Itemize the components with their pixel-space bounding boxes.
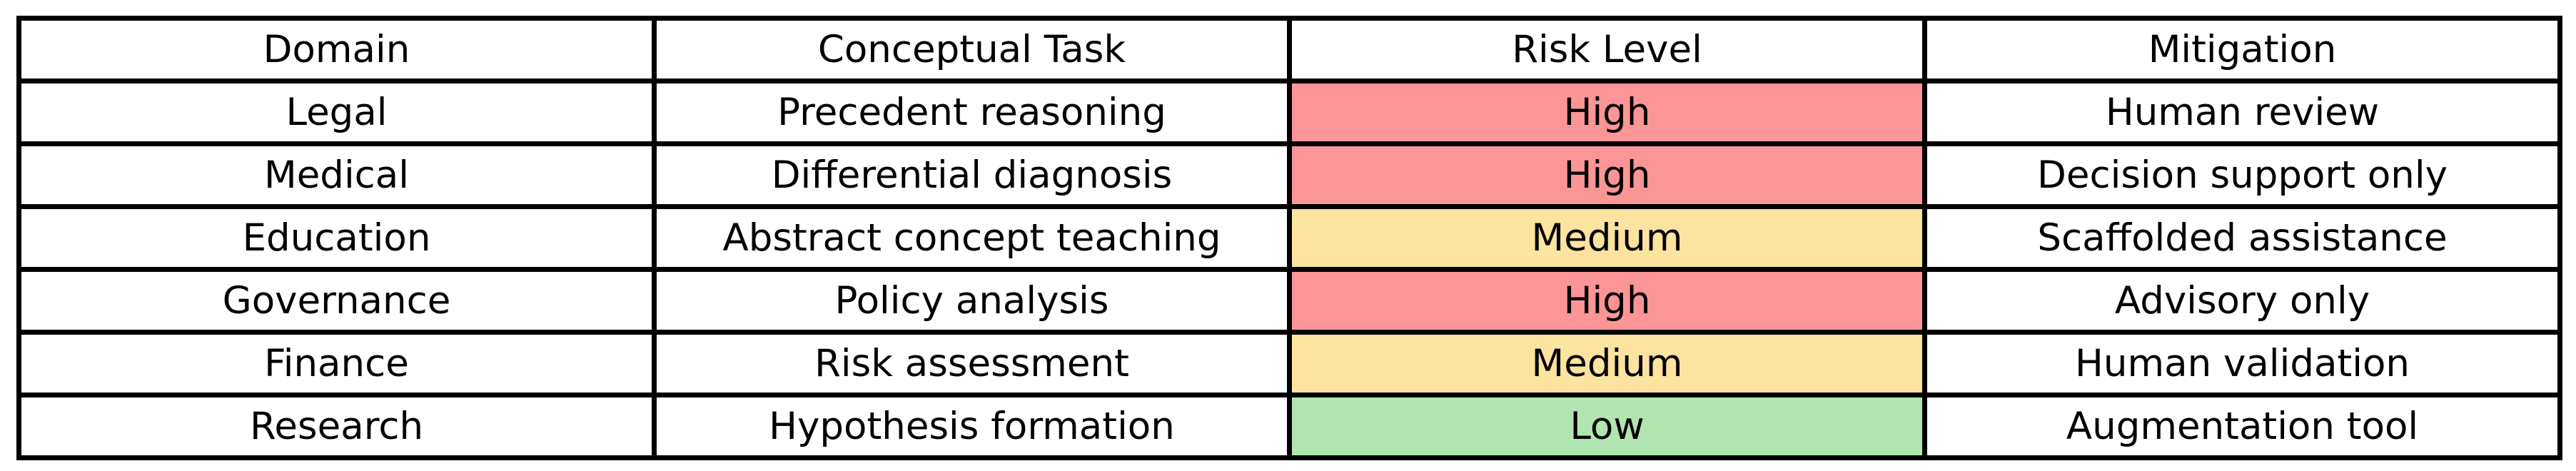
risk-level-cell: High	[1287, 267, 1927, 335]
header-row: Domain Conceptual Task Risk Level Mitiga…	[16, 16, 2562, 83]
domain-cell: Governance	[16, 267, 657, 335]
mitigation-cell: Human review	[1922, 78, 2562, 146]
table-row: Legal Precedent reasoning High Human rev…	[16, 78, 2562, 146]
mitigation-cell: Advisory only	[1922, 267, 2562, 335]
risk-level-cell: Medium	[1287, 330, 1927, 397]
task-cell: Policy analysis	[652, 267, 1292, 335]
table-header: Domain Conceptual Task Risk Level Mitiga…	[16, 16, 2562, 83]
table-row: Research Hypothesis formation Low Augmen…	[16, 392, 2562, 460]
domain-cell: Education	[16, 204, 657, 272]
task-cell: Hypothesis formation	[652, 392, 1292, 460]
column-header-risk-level: Risk Level	[1287, 16, 1927, 83]
domain-risk-table: Domain Conceptual Task Risk Level Mitiga…	[16, 16, 2562, 460]
domain-cell: Research	[16, 392, 657, 460]
domain-cell: Legal	[16, 78, 657, 146]
table-row: Finance Risk assessment Medium Human val…	[16, 330, 2562, 397]
column-header-domain: Domain	[16, 16, 657, 83]
mitigation-cell: Decision support only	[1922, 141, 2562, 209]
risk-level-cell: Medium	[1287, 204, 1927, 272]
risk-level-cell: High	[1287, 141, 1927, 209]
table-row: Governance Policy analysis High Advisory…	[16, 267, 2562, 335]
risk-level-cell: High	[1287, 78, 1927, 146]
table-body: Legal Precedent reasoning High Human rev…	[16, 78, 2562, 460]
mitigation-cell: Augmentation tool	[1922, 392, 2562, 460]
task-cell: Abstract concept teaching	[652, 204, 1292, 272]
task-cell: Precedent reasoning	[652, 78, 1292, 146]
domain-cell: Medical	[16, 141, 657, 209]
column-header-mitigation: Mitigation	[1922, 16, 2562, 83]
task-cell: Differential diagnosis	[652, 141, 1292, 209]
table-row: Education Abstract concept teaching Medi…	[16, 204, 2562, 272]
mitigation-cell: Human validation	[1922, 330, 2562, 397]
column-header-conceptual-task: Conceptual Task	[652, 16, 1292, 83]
risk-level-cell: Low	[1287, 392, 1927, 460]
mitigation-cell: Scaffolded assistance	[1922, 204, 2562, 272]
task-cell: Risk assessment	[652, 330, 1292, 397]
table-row: Medical Differential diagnosis High Deci…	[16, 141, 2562, 209]
domain-cell: Finance	[16, 330, 657, 397]
